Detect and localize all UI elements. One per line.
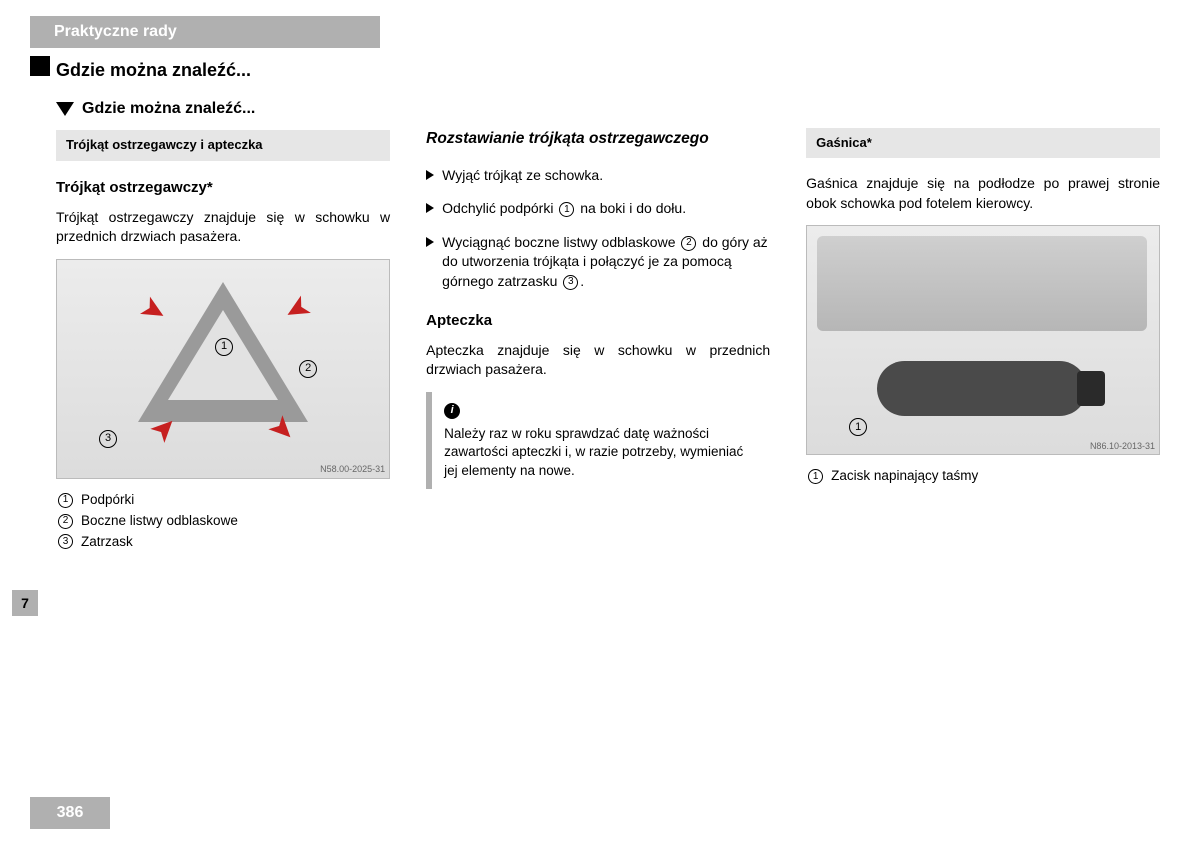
legend-text: Podpórki bbox=[81, 491, 134, 510]
column-middle: Rozstawianie trójkąta ostrzegawczego Wyj… bbox=[426, 98, 770, 553]
heading-first-aid: Apteczka bbox=[426, 310, 770, 331]
seat-shape-icon bbox=[817, 236, 1147, 331]
column-right: Gaśnica* Gaśnica znajduje się na podłodz… bbox=[806, 98, 1160, 553]
extinguisher-nozzle-icon bbox=[1077, 371, 1105, 406]
triangle-down-icon bbox=[56, 102, 74, 116]
subsection-title: Gdzie można znaleźć... bbox=[82, 98, 255, 120]
page-number: 386 bbox=[30, 797, 110, 829]
callout-1: 1 bbox=[849, 418, 867, 436]
legend-row: 2 Boczne listwy odblaskowe bbox=[56, 512, 390, 531]
extinguisher-body-icon bbox=[877, 361, 1087, 416]
chapter-tab: Praktyczne rady bbox=[30, 16, 380, 48]
chapter-side-tab: 7 bbox=[12, 590, 38, 616]
info-icon: i bbox=[444, 403, 460, 419]
step-row: Odchylić podpórki 1 na boki i do dołu. bbox=[426, 199, 770, 219]
legend-text: Zatrzask bbox=[81, 533, 133, 552]
bullet-icon bbox=[426, 203, 434, 213]
para-triangle-location: Trójkąt ostrzegawczy znajduje się w scho… bbox=[56, 208, 390, 247]
step-text: Wyjąć trójkąt ze schowka. bbox=[442, 166, 603, 186]
step-text: Odchylić podpórki 1 na boki i do dołu. bbox=[442, 199, 686, 219]
step-text: Wyciągnąć boczne listwy odblaskowe 2 do … bbox=[442, 233, 770, 292]
inline-num-icon: 1 bbox=[559, 202, 574, 217]
legend-num-icon: 2 bbox=[58, 514, 73, 529]
bullet-icon bbox=[426, 170, 434, 180]
legend-num-icon: 1 bbox=[808, 469, 823, 484]
figure-extinguisher: 1 N86.10-2013-31 bbox=[806, 225, 1160, 455]
callout-1: 1 bbox=[215, 338, 233, 356]
heading-warning-triangle: Trójkąt ostrzegawczy* bbox=[56, 177, 390, 198]
legend-text: Boczne listwy odblaskowe bbox=[81, 512, 238, 531]
para-extinguisher-location: Gaśnica znajduje się na podłodze po praw… bbox=[806, 174, 1160, 213]
topic-band-extinguisher: Gaśnica* bbox=[806, 128, 1160, 158]
column-left: Gdzie można znaleźć... Trójkąt ostrzegaw… bbox=[56, 98, 390, 553]
figure-code: N86.10-2013-31 bbox=[1090, 440, 1155, 453]
legend-row: 3 Zatrzask bbox=[56, 533, 390, 552]
inline-num-icon: 2 bbox=[681, 236, 696, 251]
legend-text: Zacisk napinający taśmy bbox=[831, 467, 978, 486]
figure-code: N58.00-2025-31 bbox=[320, 463, 385, 476]
legend-num-icon: 3 bbox=[58, 534, 73, 549]
content-columns: Gdzie można znaleźć... Trójkąt ostrzegaw… bbox=[56, 98, 1160, 553]
heading-setup-triangle: Rozstawianie trójkąta ostrzegawczego bbox=[426, 128, 770, 150]
section-marker bbox=[30, 56, 50, 76]
legend-row: 1 Podpórki bbox=[56, 491, 390, 510]
legend-num-icon: 1 bbox=[58, 493, 73, 508]
bullet-icon bbox=[426, 237, 434, 247]
step-row: Wyjąć trójkąt ze schowka. bbox=[426, 166, 770, 186]
inline-num-icon: 3 bbox=[563, 275, 578, 290]
legend-row: 1 Zacisk napinający taśmy bbox=[806, 467, 1160, 486]
step-row: Wyciągnąć boczne listwy odblaskowe 2 do … bbox=[426, 233, 770, 292]
section-title: Gdzie można znaleźć... bbox=[56, 60, 251, 81]
info-text: Należy raz w roku sprawdzać datę ważnośc… bbox=[444, 425, 760, 482]
callout-3: 3 bbox=[99, 430, 117, 448]
figure-warning-triangle: ➤ ➤ ➤ ➤ 1 2 3 N58.00-2025-31 bbox=[56, 259, 390, 479]
para-first-aid-location: Apteczka znajduje się w schowku w przedn… bbox=[426, 341, 770, 380]
callout-2: 2 bbox=[299, 360, 317, 378]
subsection-header: Gdzie można znaleźć... bbox=[56, 98, 390, 120]
info-box: i Należy raz w roku sprawdzać datę ważno… bbox=[426, 392, 770, 489]
topic-band-triangle: Trójkąt ostrzegawczy i apteczka bbox=[56, 130, 390, 160]
